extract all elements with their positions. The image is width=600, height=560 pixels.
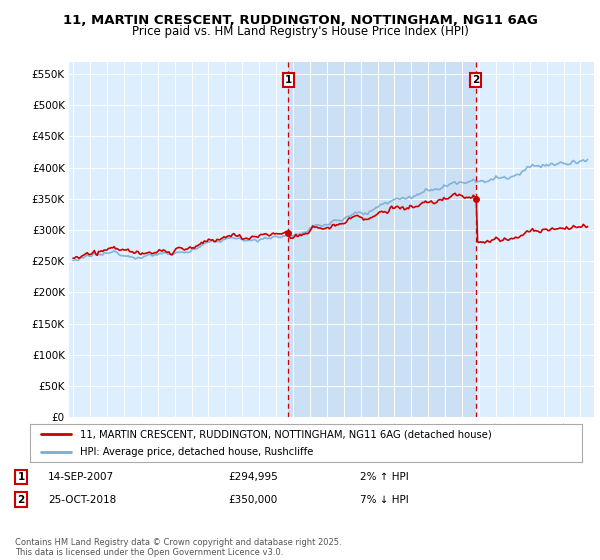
Text: 14-SEP-2007: 14-SEP-2007	[48, 472, 114, 482]
Text: Price paid vs. HM Land Registry's House Price Index (HPI): Price paid vs. HM Land Registry's House …	[131, 25, 469, 38]
Text: 2% ↑ HPI: 2% ↑ HPI	[360, 472, 409, 482]
Text: HPI: Average price, detached house, Rushcliffe: HPI: Average price, detached house, Rush…	[80, 447, 313, 457]
Text: 7% ↓ HPI: 7% ↓ HPI	[360, 494, 409, 505]
Text: 2: 2	[17, 494, 25, 505]
Text: 11, MARTIN CRESCENT, RUDDINGTON, NOTTINGHAM, NG11 6AG (detached house): 11, MARTIN CRESCENT, RUDDINGTON, NOTTING…	[80, 429, 491, 439]
Text: 1: 1	[284, 76, 292, 85]
Bar	[288, 62, 476, 417]
Text: £350,000: £350,000	[228, 494, 277, 505]
Text: 25-OCT-2018: 25-OCT-2018	[48, 494, 116, 505]
Text: £294,995: £294,995	[228, 472, 278, 482]
Text: 2: 2	[472, 76, 479, 85]
Text: 11, MARTIN CRESCENT, RUDDINGTON, NOTTINGHAM, NG11 6AG: 11, MARTIN CRESCENT, RUDDINGTON, NOTTING…	[62, 14, 538, 27]
Text: Contains HM Land Registry data © Crown copyright and database right 2025.
This d: Contains HM Land Registry data © Crown c…	[15, 538, 341, 557]
Text: 1: 1	[17, 472, 25, 482]
